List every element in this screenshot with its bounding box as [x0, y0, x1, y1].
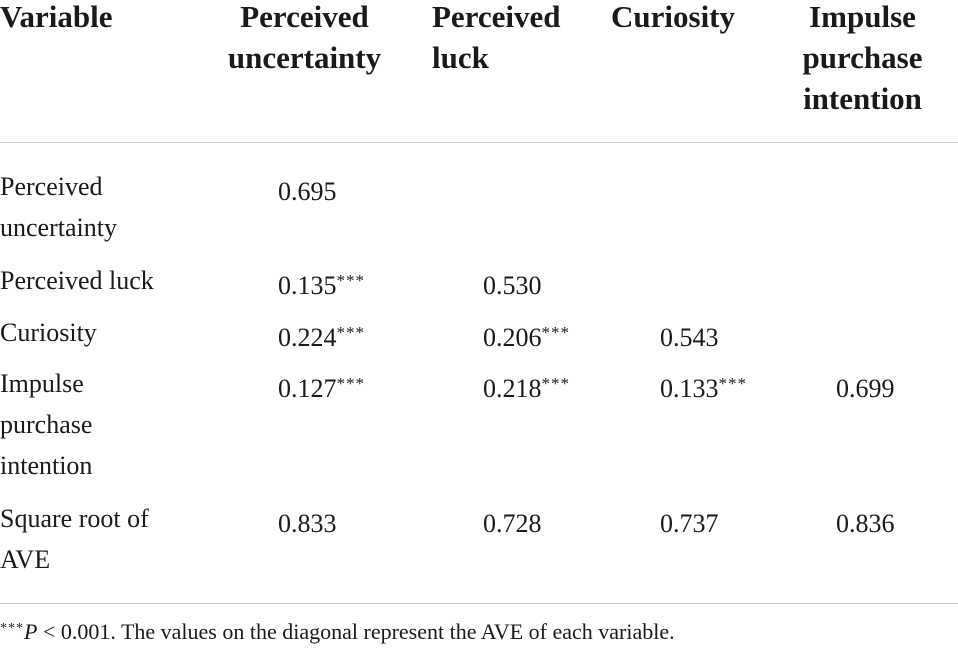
header-line: luck — [432, 40, 489, 75]
header-variable: Variable — [0, 0, 113, 37]
significance-marker: *** — [336, 271, 365, 290]
table-cell: 0.543 — [660, 312, 719, 358]
row-label: Square root of AVE — [0, 498, 149, 580]
header-line: uncertainty — [227, 40, 382, 75]
table-cell: 0.127*** — [278, 363, 365, 409]
row-label: Perceived uncertainty — [0, 166, 117, 248]
correlation-table: Variable Perceived uncertainty Perceived… — [0, 0, 958, 604]
cell-value: 0.833 — [278, 509, 337, 538]
row-label-line: Perceived — [0, 172, 103, 201]
table-header: Variable Perceived uncertainty Perceived… — [0, 0, 958, 143]
footnote-significance-marker: *** — [0, 621, 24, 636]
table-cell: 0.218*** — [483, 363, 570, 409]
cell-value: 0.133 — [660, 374, 719, 403]
cell-value: 0.224 — [278, 323, 337, 352]
table-cell: 0.133*** — [660, 363, 747, 409]
row-label-line: Impulse — [0, 369, 84, 398]
row-label: Perceived luck — [0, 260, 154, 301]
table-cell: 0.699 — [836, 363, 895, 409]
row-label-line: Square root of — [0, 504, 149, 533]
significance-marker: *** — [541, 323, 570, 342]
header-curiosity: Curiosity — [611, 0, 735, 37]
cell-value: 0.737 — [660, 509, 719, 538]
table-cell: 0.833 — [278, 498, 337, 544]
cell-value: 0.728 — [483, 509, 542, 538]
header-line: Curiosity — [611, 0, 735, 34]
table-cell: 0.737 — [660, 498, 719, 544]
significance-marker: *** — [336, 374, 365, 393]
header-line: purchase — [802, 40, 923, 75]
cell-value: 0.699 — [836, 374, 895, 403]
header-line: Perceived — [432, 0, 561, 34]
header-line: Variable — [0, 0, 113, 34]
significance-marker: *** — [336, 323, 365, 342]
footnote-p-variable: P — [24, 619, 38, 644]
table-cell: 0.530 — [483, 260, 542, 306]
cell-value: 0.218 — [483, 374, 542, 403]
header-line: intention — [803, 81, 922, 116]
cell-value: 0.127 — [278, 374, 337, 403]
row-label-line: purchase — [0, 410, 93, 439]
header-impulse-purchase-intention: Impulse purchase intention — [788, 0, 937, 119]
header-perceived-uncertainty: Perceived uncertainty — [214, 0, 395, 78]
cell-value: 0.543 — [660, 323, 719, 352]
row-label-line: intention — [0, 451, 93, 480]
row-label-line: Curiosity — [0, 318, 97, 347]
row-label: Curiosity — [0, 312, 97, 353]
header-line: Perceived — [240, 0, 369, 34]
cell-value: 0.206 — [483, 323, 542, 352]
cell-value: 0.530 — [483, 271, 542, 300]
row-label: Impulse purchase intention — [0, 363, 92, 486]
header-perceived-luck: Perceived luck — [432, 0, 582, 78]
row-label-line: uncertainty — [0, 213, 117, 242]
header-line: Impulse — [809, 0, 916, 34]
table-footnote: ***P < 0.001. The values on the diagonal… — [0, 614, 675, 647]
row-label-line: Perceived luck — [0, 266, 154, 295]
table-cell: 0.695 — [278, 166, 337, 212]
row-label-line: AVE — [0, 545, 51, 574]
footnote-text: < 0.001. The values on the diagonal repr… — [37, 619, 675, 644]
cell-value: 0.135 — [278, 271, 337, 300]
table-cell: 0.206*** — [483, 312, 570, 358]
table-cell: 0.135*** — [278, 260, 365, 306]
table-cell: 0.836 — [836, 498, 895, 544]
cell-value: 0.695 — [278, 177, 337, 206]
table-cell: 0.224*** — [278, 312, 365, 358]
significance-marker: *** — [718, 374, 747, 393]
table-cell: 0.728 — [483, 498, 542, 544]
cell-value: 0.836 — [836, 509, 895, 538]
table-body: Perceived uncertainty 0.695 Perceived lu… — [0, 143, 958, 604]
significance-marker: *** — [541, 374, 570, 393]
